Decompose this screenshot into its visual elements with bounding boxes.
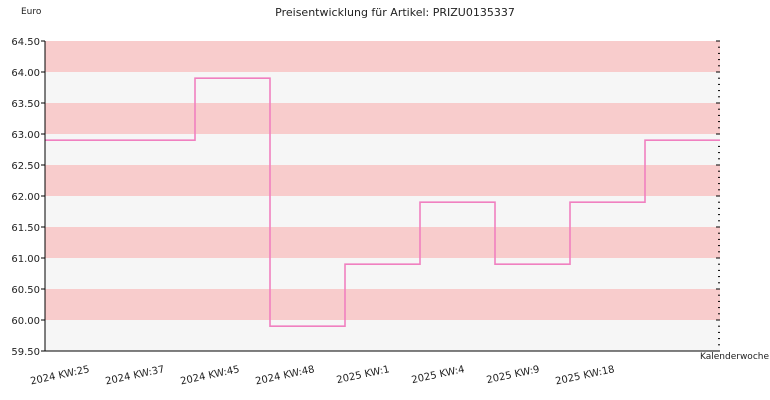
y-tick-label: 62.00: [11, 192, 40, 203]
x-tick-label: 2024 KW:25: [29, 364, 90, 387]
y-tick-label: 61.00: [11, 254, 40, 265]
y-axis-ticks: 59.50 60.00 60.50 61.00 61.50 62.00 62.50 63.00…: [11, 37, 720, 358]
y-tick-label: 61.50: [11, 223, 40, 234]
grid-band: [45, 134, 720, 165]
y-tick-label: 64.00: [11, 68, 40, 79]
x-axis-ticks: 2024 KW:25 2024 KW:37 2024 KW:45 2024 KW:48…: [29, 364, 615, 387]
series-line: [45, 77, 720, 327]
chart-title: Preisentwicklung für Artikel: PRIZU01353…: [275, 6, 515, 19]
y-tick-label: 64.50: [11, 37, 40, 48]
y-tick-label: 59.50: [11, 347, 40, 358]
x-tick-label: 2024 KW:45: [179, 364, 240, 387]
x-tick-label: 2025 KW:1: [336, 364, 391, 386]
x-tick-label: 2025 KW:4: [411, 364, 466, 386]
axes: [44, 41, 720, 352]
grid-band: [45, 165, 720, 196]
grid-bands: [45, 41, 720, 351]
y-tick-label: 63.00: [11, 130, 40, 141]
x-tick-label: 2024 KW:48: [254, 364, 315, 387]
grid-band: [45, 72, 720, 103]
grid-band: [45, 196, 720, 227]
grid-band: [45, 289, 720, 320]
grid-band: [45, 103, 720, 134]
y-tick-label: 62.50: [11, 161, 40, 172]
x-tick-label: 2024 KW:37: [104, 364, 165, 387]
series-layer: [45, 77, 720, 327]
x-tick-label: 2025 KW:9: [486, 364, 541, 386]
y-axis-label: Euro: [21, 7, 42, 17]
grid-band: [45, 227, 720, 258]
y-tick-label: 60.50: [11, 285, 40, 296]
y-tick-label: 60.00: [11, 316, 40, 327]
grid-band: [45, 258, 720, 289]
grid-band: [45, 320, 720, 351]
x-axis-label: Kalenderwoche: [700, 352, 769, 362]
x-tick-label: 2025 KW:18: [554, 364, 615, 387]
y-tick-label: 63.50: [11, 99, 40, 110]
grid-band: [45, 41, 720, 72]
